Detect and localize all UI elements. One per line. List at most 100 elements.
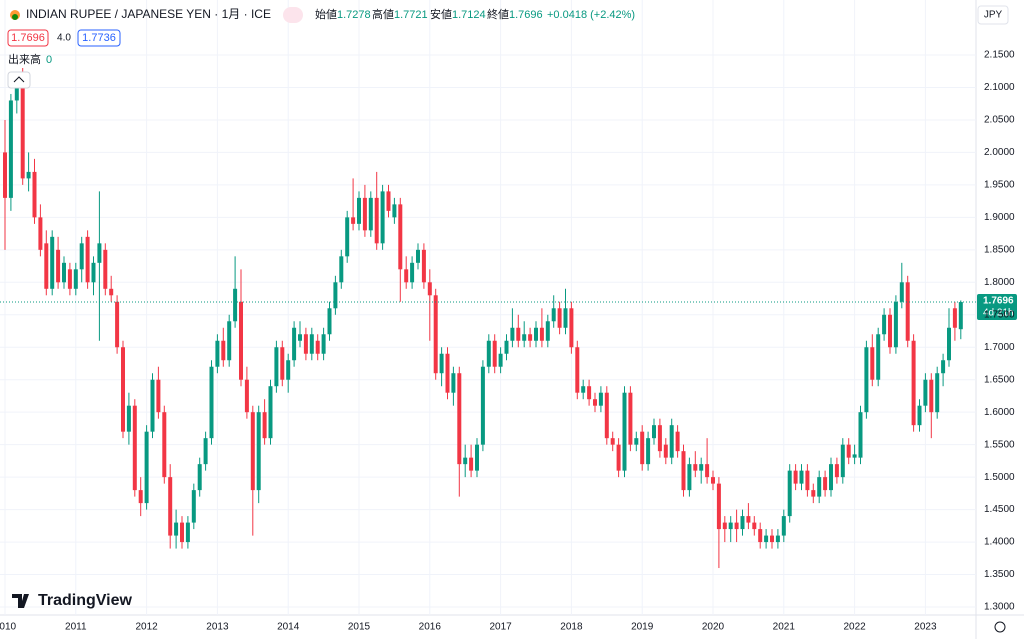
candle-body bbox=[191, 490, 196, 523]
candle-body bbox=[362, 197, 367, 231]
sell-button[interactable] bbox=[7, 29, 49, 47]
y-tick-label: 1.6000 bbox=[984, 407, 1015, 418]
candle-body bbox=[952, 308, 957, 328]
candle-body bbox=[386, 191, 391, 211]
candle-body bbox=[563, 308, 568, 328]
candle-body bbox=[539, 327, 544, 341]
volume-label: 出来高 bbox=[8, 52, 41, 66]
candle-body bbox=[298, 334, 302, 341]
settings-icon[interactable] bbox=[994, 621, 1006, 633]
logo: TradingView bbox=[12, 592, 133, 609]
candle-body bbox=[144, 431, 149, 504]
x-tick-label: 2022 bbox=[843, 622, 866, 633]
candle-body bbox=[504, 340, 509, 354]
flag-icon bbox=[12, 14, 18, 20]
candle-body bbox=[787, 470, 792, 517]
candle-body bbox=[115, 301, 120, 348]
candle-body bbox=[138, 490, 143, 504]
candle-body bbox=[103, 249, 108, 289]
low-value: 1.7124 bbox=[452, 9, 486, 21]
x-tick-label: 2018 bbox=[560, 622, 583, 633]
candle-body bbox=[227, 321, 232, 361]
candle-body bbox=[834, 464, 839, 478]
candle-body bbox=[469, 457, 474, 471]
candle-body bbox=[132, 405, 137, 491]
open-value: 1.7278 bbox=[337, 9, 371, 21]
x-tick-label: 2013 bbox=[206, 622, 229, 633]
candle-body bbox=[593, 399, 597, 406]
buy-button[interactable] bbox=[77, 29, 121, 47]
candle-body bbox=[557, 308, 562, 328]
candle-body bbox=[781, 516, 786, 536]
sell-price: 1.7696 bbox=[11, 32, 45, 44]
x-tick-label: 2016 bbox=[419, 622, 442, 633]
candle-body bbox=[492, 340, 497, 367]
candle-body bbox=[575, 347, 580, 393]
y-tick-label: 1.8500 bbox=[984, 244, 1015, 255]
candle-body bbox=[923, 379, 928, 406]
candle-body bbox=[817, 477, 822, 497]
candle-body bbox=[85, 236, 90, 283]
candle-body bbox=[604, 392, 609, 439]
x-tick-label: 2011 bbox=[65, 622, 87, 633]
candle-body bbox=[433, 295, 438, 374]
high-value: 1.7721 bbox=[394, 9, 428, 21]
volume-value: 0 bbox=[46, 54, 52, 66]
candle-body bbox=[156, 379, 161, 413]
candle-body bbox=[421, 249, 426, 283]
candle-body bbox=[475, 444, 479, 471]
candle-body bbox=[876, 334, 881, 380]
candle-body bbox=[339, 256, 344, 283]
y-tick-label: 1.4500 bbox=[984, 504, 1015, 515]
candle-body bbox=[486, 340, 491, 367]
candle-body bbox=[268, 386, 273, 439]
y-tick-label: 1.6500 bbox=[984, 374, 1015, 385]
x-tick-label: 2015 bbox=[348, 622, 371, 633]
candle-body bbox=[244, 379, 249, 413]
candle-body bbox=[581, 386, 586, 393]
candle-body bbox=[292, 327, 297, 361]
candle-body bbox=[168, 477, 173, 536]
candle-body bbox=[705, 464, 710, 478]
candle-body bbox=[250, 412, 255, 491]
candle-body bbox=[20, 80, 25, 179]
candle-body bbox=[941, 360, 946, 374]
candle-body bbox=[351, 217, 356, 224]
candle-body bbox=[675, 431, 680, 452]
y-tick-label: 1.7000 bbox=[984, 342, 1015, 353]
y-tick-label: 2.1500 bbox=[984, 50, 1015, 61]
candle-body bbox=[463, 457, 468, 465]
candle-body bbox=[628, 392, 633, 445]
candle-body bbox=[764, 535, 769, 543]
candle-body bbox=[893, 301, 898, 348]
candle-body bbox=[657, 425, 662, 452]
candle-body bbox=[262, 412, 267, 439]
candle-body bbox=[280, 347, 285, 380]
candle-body bbox=[8, 100, 13, 198]
x-tick-label: 2010 bbox=[0, 622, 17, 633]
status-badge[interactable] bbox=[283, 7, 303, 23]
candle-body bbox=[846, 444, 851, 458]
candle-body bbox=[239, 301, 243, 380]
x-tick-label: 2020 bbox=[702, 622, 725, 633]
candle-body bbox=[32, 171, 37, 218]
candle-body bbox=[640, 431, 645, 465]
collapse-icon bbox=[13, 76, 25, 83]
candle-body bbox=[888, 314, 892, 348]
logo-icon bbox=[12, 594, 29, 608]
collapse-button[interactable] bbox=[7, 71, 31, 89]
candle-body bbox=[56, 249, 61, 283]
y-tick-label: 1.9000 bbox=[984, 212, 1015, 223]
y-tick-label: 1.5000 bbox=[984, 472, 1015, 483]
spread: 4.0 bbox=[57, 33, 71, 44]
candle-body bbox=[398, 204, 403, 270]
candle-body bbox=[3, 152, 7, 198]
candle-body bbox=[26, 171, 31, 179]
candle-body bbox=[746, 516, 751, 523]
currency-button[interactable] bbox=[977, 5, 1009, 25]
y-tick-label: 2.0500 bbox=[984, 115, 1015, 126]
y-tick-label: 2.1000 bbox=[984, 82, 1015, 93]
candle-body bbox=[445, 353, 450, 393]
candle-body bbox=[203, 438, 208, 465]
